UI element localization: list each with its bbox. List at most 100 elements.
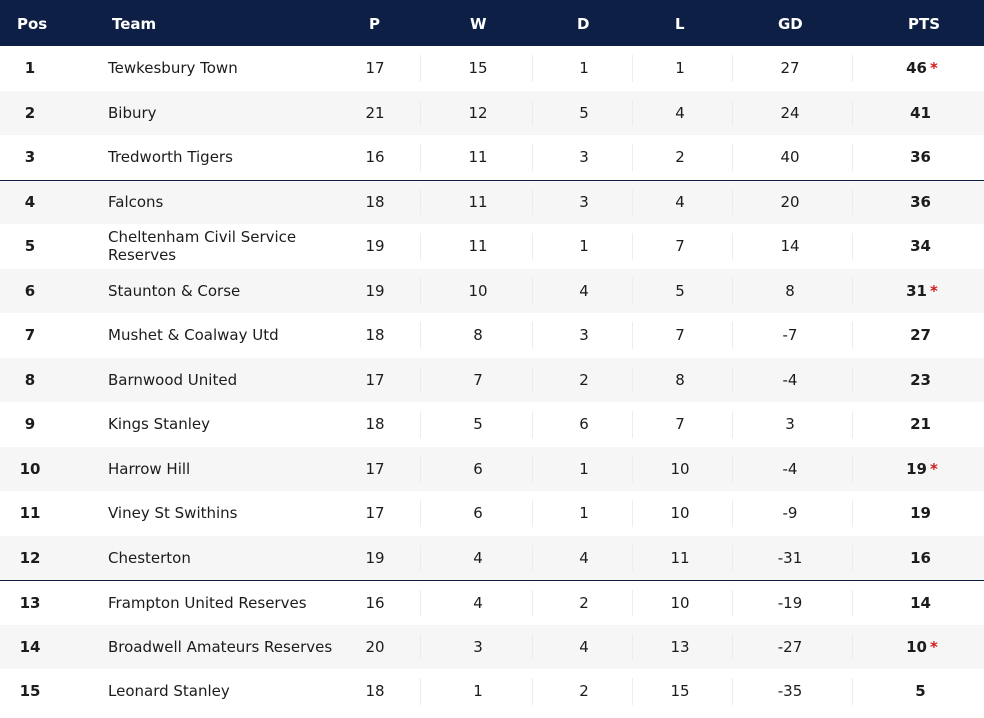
header-won[interactable]: W bbox=[470, 15, 487, 33]
played-cell: 18 bbox=[335, 313, 415, 358]
column-separator bbox=[852, 322, 853, 349]
column-separator bbox=[732, 411, 733, 438]
table-row[interactable]: 7 Mushet & Coalway Utd 18 8 3 7 -7 27 bbox=[0, 313, 984, 358]
played-cell-text: 18 bbox=[365, 193, 385, 212]
position-cell-text: 1 bbox=[24, 59, 36, 78]
column-separator bbox=[420, 144, 421, 171]
points-value: 46 bbox=[906, 59, 927, 78]
table-row[interactable]: 3 Tredworth Tigers 16 11 3 2 40 36 bbox=[0, 135, 984, 180]
points-value: 34 bbox=[910, 237, 931, 256]
column-separator bbox=[632, 678, 633, 705]
team-name-cell[interactable]: Tredworth Tigers bbox=[108, 135, 368, 180]
column-separator bbox=[532, 633, 533, 660]
played-cell-text: 18 bbox=[365, 326, 385, 345]
points-cell: 41 bbox=[882, 91, 962, 136]
table-row[interactable]: 5 Cheltenham Civil Service Reserves 19 11 1 7… bbox=[0, 224, 984, 269]
played-cell-text: 19 bbox=[365, 237, 385, 256]
team-name-cell[interactable]: Barnwood United bbox=[108, 358, 368, 403]
drawn-cell: 5 bbox=[544, 91, 624, 136]
team-name-cell[interactable]: Broadwell Amateurs Reserves bbox=[108, 625, 368, 670]
team-name-cell[interactable]: Harrow Hill bbox=[108, 447, 368, 492]
team-name-cell[interactable]: Mushet & Coalway Utd bbox=[108, 313, 368, 358]
header-drawn[interactable]: D bbox=[577, 15, 590, 33]
table-row[interactable]: 2 Bibury 21 12 5 4 24 41 bbox=[0, 90, 984, 136]
team-name-cell[interactable]: Bibury bbox=[108, 91, 368, 136]
won-cell-text: 10 bbox=[468, 281, 488, 300]
points-value: 41 bbox=[910, 103, 931, 122]
team-name-cell[interactable]: Staunton & Corse bbox=[108, 269, 368, 314]
position-cell-text: 7 bbox=[24, 326, 36, 345]
column-separator bbox=[732, 99, 733, 126]
team-name-cell-text: Broadwell Amateurs Reserves bbox=[108, 637, 333, 656]
column-separator bbox=[420, 366, 421, 393]
column-separator bbox=[732, 55, 733, 82]
header-team[interactable]: Team bbox=[112, 15, 157, 33]
column-separator bbox=[732, 455, 733, 482]
position-cell: 7 bbox=[0, 313, 60, 358]
table-row[interactable]: 10 Harrow Hill 17 6 1 10 -4 19 * bbox=[0, 446, 984, 492]
played-cell-text: 17 bbox=[365, 59, 385, 78]
header-pos[interactable]: Pos bbox=[17, 15, 48, 33]
table-row[interactable]: 6 Staunton & Corse 19 10 4 5 8 31 * bbox=[0, 268, 984, 314]
goal-difference-cell-text: -35 bbox=[777, 682, 803, 701]
goal-difference-cell-text: -7 bbox=[782, 326, 798, 345]
points-cell: 46 * bbox=[882, 46, 962, 91]
column-separator bbox=[532, 322, 533, 349]
table-row[interactable]: 13 Frampton United Reserves 16 4 2 10 -19 14 bbox=[0, 580, 984, 625]
played-cell: 18 bbox=[335, 181, 415, 225]
header-played[interactable]: P bbox=[369, 15, 380, 33]
team-name-cell[interactable]: Chesterton bbox=[108, 536, 368, 581]
team-name-cell[interactable]: Frampton United Reserves bbox=[108, 581, 368, 625]
goal-difference-cell: 24 bbox=[750, 91, 830, 136]
team-name-cell[interactable]: Tewkesbury Town bbox=[108, 46, 368, 91]
drawn-cell-text: 2 bbox=[579, 370, 589, 389]
points-cell: 14 bbox=[882, 581, 962, 625]
table-row[interactable]: 15 Leonard Stanley 18 1 2 15 -35 5 bbox=[0, 669, 984, 714]
team-name-cell[interactable]: Kings Stanley bbox=[108, 402, 368, 447]
team-name-cell-text: Staunton & Corse bbox=[108, 281, 241, 300]
column-separator bbox=[420, 590, 421, 616]
played-cell: 17 bbox=[335, 447, 415, 492]
won-cell: 7 bbox=[438, 358, 518, 403]
won-cell-text: 12 bbox=[468, 103, 488, 122]
table-row[interactable]: 12 Chesterton 19 4 4 11 -31 16 bbox=[0, 535, 984, 581]
played-cell-text: 18 bbox=[365, 415, 385, 434]
column-separator bbox=[420, 544, 421, 571]
goal-difference-cell: -4 bbox=[750, 358, 830, 403]
table-row[interactable]: 9 Kings Stanley 18 5 6 7 3 21 bbox=[0, 402, 984, 447]
team-name-cell[interactable]: Leonard Stanley bbox=[108, 669, 368, 714]
won-cell-text: 6 bbox=[473, 504, 483, 523]
points-value: 10 bbox=[906, 637, 927, 656]
column-separator bbox=[532, 411, 533, 438]
team-name-cell-text: Mushet & Coalway Utd bbox=[108, 326, 279, 345]
won-cell: 10 bbox=[438, 269, 518, 314]
goal-difference-cell-text: 8 bbox=[785, 281, 795, 300]
team-name-cell[interactable]: Cheltenham Civil Service Reserves bbox=[108, 224, 368, 269]
played-cell: 21 bbox=[335, 91, 415, 136]
points-value: 16 bbox=[910, 548, 931, 567]
team-name-cell[interactable]: Viney St Swithins bbox=[108, 491, 368, 536]
column-separator bbox=[852, 455, 853, 482]
header-points[interactable]: PTS bbox=[908, 15, 941, 33]
played-cell: 16 bbox=[335, 581, 415, 625]
table-row[interactable]: 1 Tewkesbury Town 17 15 1 1 27 46 * bbox=[0, 46, 984, 91]
won-cell: 4 bbox=[438, 536, 518, 581]
points-value: 21 bbox=[910, 415, 931, 434]
column-separator bbox=[732, 678, 733, 705]
table-row[interactable]: 4 Falcons 18 11 3 4 20 36 bbox=[0, 179, 984, 225]
table-row[interactable]: 14 Broadwell Amateurs Reserves 20 3 4 13 -27 10… bbox=[0, 624, 984, 670]
lost-cell: 15 bbox=[640, 669, 720, 714]
points-value: 23 bbox=[910, 370, 931, 389]
goal-difference-cell-text: 3 bbox=[785, 415, 795, 434]
table-row[interactable]: 11 Viney St Swithins 17 6 1 10 -9 19 bbox=[0, 491, 984, 536]
played-cell-text: 16 bbox=[365, 148, 385, 167]
header-goal-difference[interactable]: GD bbox=[778, 15, 803, 33]
team-name-cell-text: Bibury bbox=[108, 103, 157, 122]
table-row[interactable]: 8 Barnwood United 17 7 2 8 -4 23 bbox=[0, 357, 984, 403]
lost-cell: 8 bbox=[640, 358, 720, 403]
played-cell: 19 bbox=[335, 224, 415, 269]
team-name-cell[interactable]: Falcons bbox=[108, 181, 368, 225]
header-lost[interactable]: L bbox=[675, 15, 685, 33]
team-name-cell-text: Cheltenham Civil Service Reserves bbox=[108, 228, 297, 265]
